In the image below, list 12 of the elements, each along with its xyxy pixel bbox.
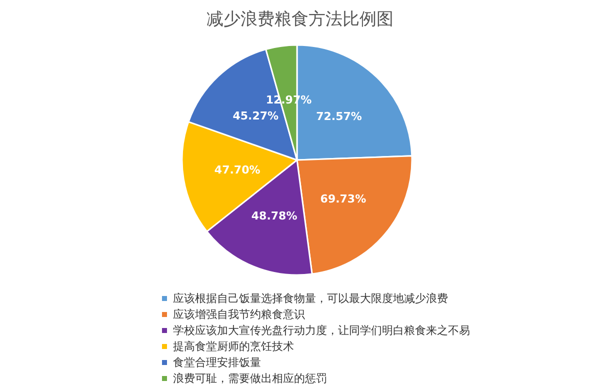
legend-label: 应该根据自己饭量选择食物量，可以最大限度地减少浪费	[173, 292, 448, 305]
legend-label: 浪费可耻，需要做出相应的惩罚	[173, 372, 327, 385]
legend-label: 应该增强自我节约粮食意识	[173, 308, 305, 321]
data-label: 69.73%	[320, 192, 366, 206]
data-label: 72.57%	[316, 110, 362, 123]
legend-label: 食堂合理安排饭量	[173, 356, 261, 369]
legend-label: 学校应该加大宣传光盘行动力度，让同学们明白粮食来之不易	[173, 324, 470, 337]
chart-title: 减少浪费粮食方法比例图	[206, 10, 394, 30]
data-label: 48.78%	[251, 210, 298, 223]
data-label: 47.70%	[214, 163, 260, 176]
data-label: 45.27%	[232, 109, 279, 122]
legend-label: 提高食堂厨师的烹饪技术	[173, 340, 294, 353]
